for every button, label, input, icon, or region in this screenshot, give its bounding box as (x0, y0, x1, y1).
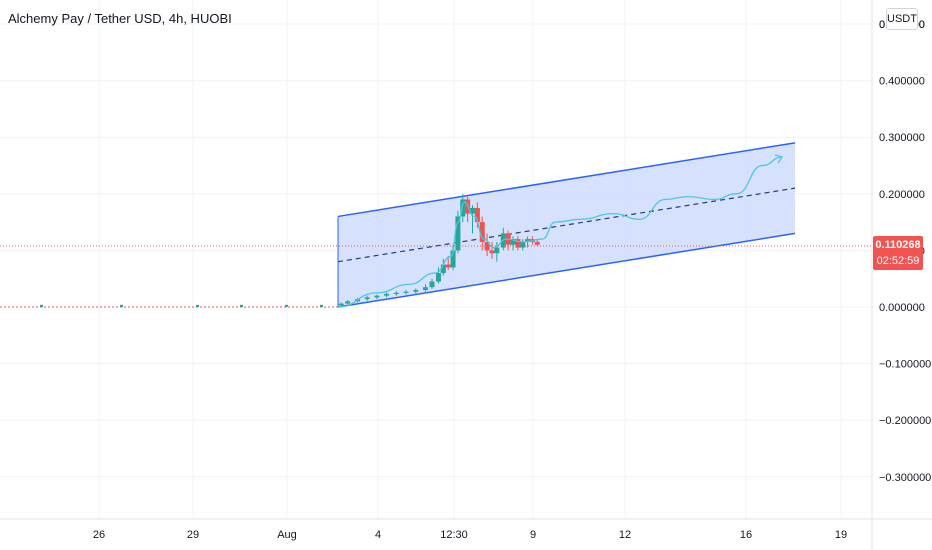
time-tick-label: 29 (187, 529, 199, 541)
candle-body (510, 239, 516, 245)
time-tick-label: 16 (740, 529, 752, 541)
candle-body (445, 264, 451, 268)
candle-body (479, 222, 485, 242)
candle-body (435, 273, 441, 282)
candle-body (440, 264, 446, 274)
projection-arrowhead (774, 154, 784, 164)
price-tick-label: −0.300000 (879, 472, 931, 484)
last-price-value: 0.110268 (875, 239, 921, 251)
flat-candle (120, 304, 123, 307)
flat-candle (40, 304, 43, 307)
channel-lower-line (337, 232, 796, 308)
candle-body (474, 207, 480, 223)
regression-channel (337, 142, 796, 308)
candle-body (413, 290, 419, 292)
candle-body (484, 241, 490, 251)
candle-body (374, 295, 380, 298)
projection-curve (337, 156, 783, 308)
time-tick-label: 4 (375, 529, 381, 541)
candle-body (450, 250, 456, 268)
candle-body (429, 281, 435, 288)
candle-body (364, 297, 370, 300)
projection-path (337, 154, 784, 308)
last-price-badge: 0.110268 02:52:59 (873, 236, 923, 270)
time-tick-label: Aug (277, 529, 297, 541)
time-tick-label: 12:30 (440, 529, 468, 541)
candle-body (470, 207, 476, 214)
time-tick-label: 9 (530, 529, 536, 541)
flat-candle (196, 304, 199, 307)
flat-price-history (0, 304, 338, 308)
flat-candle (320, 304, 323, 307)
flat-candle (240, 304, 243, 307)
candle-body (455, 216, 461, 251)
time-axis[interactable]: 26 29 Aug 4 12:30 9 12 16 19 (93, 529, 847, 541)
candle-body (423, 287, 429, 291)
chart-title: Alchemy Pay / Tether USD, 4h, HUOBI (8, 11, 232, 26)
candle-body (384, 293, 390, 296)
time-tick-label: 12 (619, 529, 631, 541)
price-tick-label: −0.100000 (879, 359, 931, 371)
candle-body (515, 239, 521, 248)
price-tick-label: 0.000000 (879, 302, 925, 314)
bar-countdown: 02:52:59 (876, 255, 920, 267)
candle-body (525, 239, 531, 242)
candle-body (338, 303, 344, 306)
candle-body (494, 247, 500, 254)
channel-fill (338, 142, 795, 307)
candle-body (460, 199, 466, 217)
time-tick-label: 26 (93, 529, 105, 541)
candle-body (393, 292, 399, 294)
currency-button[interactable]: USDT (886, 8, 918, 30)
candle-body (520, 241, 526, 248)
price-tick-label: 0.200000 (879, 189, 925, 201)
channel-upper-line (337, 142, 796, 218)
price-tick-label: 0.400000 (879, 76, 925, 88)
candle-body (534, 241, 540, 245)
price-tick-label: −0.200000 (879, 415, 931, 427)
time-tick-label: 19 (835, 529, 847, 541)
price-tick-label: 0.300000 (879, 132, 925, 144)
flat-candle (285, 304, 288, 307)
candle-body (403, 291, 409, 293)
candlestick-series (338, 193, 540, 307)
candle-body (489, 250, 495, 254)
candle-body (345, 301, 351, 304)
